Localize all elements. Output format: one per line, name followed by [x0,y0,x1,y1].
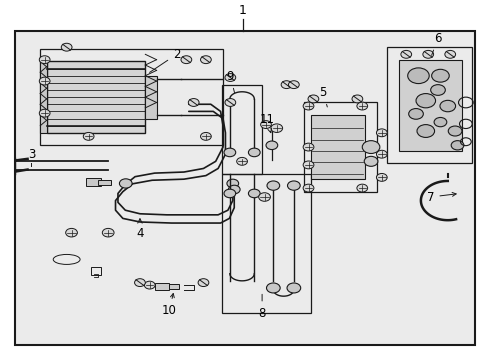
Circle shape [266,141,278,149]
Circle shape [303,161,314,169]
Circle shape [303,184,314,192]
Circle shape [432,69,449,82]
Circle shape [267,283,280,293]
Circle shape [431,85,445,95]
Bar [155,283,169,290]
Text: 6: 6 [432,32,442,55]
Circle shape [39,56,50,64]
Circle shape [39,77,50,85]
Bar [86,178,101,186]
Circle shape [227,179,239,188]
Bar [47,62,145,133]
Circle shape [224,189,236,198]
Bar [311,115,365,179]
Circle shape [417,125,435,138]
Text: 7: 7 [427,190,456,203]
Circle shape [451,141,464,150]
Text: 5: 5 [319,86,327,107]
Text: 3: 3 [28,148,35,161]
Bar [145,76,157,118]
Circle shape [357,102,368,110]
Circle shape [287,283,301,293]
Circle shape [364,156,378,166]
Circle shape [376,129,387,137]
Circle shape [83,132,94,140]
Circle shape [120,179,132,188]
Circle shape [135,279,146,287]
Bar [169,284,179,289]
Circle shape [423,50,434,58]
Circle shape [102,228,114,237]
Circle shape [271,124,283,132]
Circle shape [66,228,77,237]
Bar [98,180,111,185]
Bar [222,174,311,313]
Circle shape [200,56,211,64]
Bar [15,31,475,345]
Circle shape [248,148,260,157]
Circle shape [401,50,412,58]
Circle shape [376,174,387,181]
Circle shape [434,117,447,127]
Circle shape [225,73,236,81]
Circle shape [225,99,236,107]
Circle shape [188,99,199,107]
Circle shape [198,279,209,287]
Circle shape [408,68,429,84]
Bar [40,49,223,145]
Circle shape [200,132,211,140]
Circle shape [181,56,192,64]
Circle shape [409,109,423,119]
Circle shape [237,157,247,165]
Text: 9: 9 [226,70,235,93]
Circle shape [303,143,314,151]
Circle shape [288,181,300,190]
Circle shape [362,141,380,153]
Circle shape [248,189,260,198]
Circle shape [289,81,299,89]
Circle shape [261,121,271,129]
Circle shape [308,95,319,103]
Text: 2: 2 [149,48,180,72]
Circle shape [445,50,456,58]
Circle shape [303,102,314,110]
Bar [399,60,463,150]
Bar [222,85,262,174]
Bar [304,103,377,192]
Text: 10: 10 [162,293,177,317]
Text: 8: 8 [258,294,266,320]
Circle shape [416,94,436,108]
Text: 4: 4 [136,219,144,240]
Circle shape [224,148,236,157]
Circle shape [145,281,155,289]
Bar [91,267,101,275]
Circle shape [448,126,462,136]
Text: 1: 1 [239,4,246,17]
Circle shape [61,43,72,51]
Text: 11: 11 [260,113,274,132]
Circle shape [259,193,270,201]
Bar [387,47,472,163]
Circle shape [357,184,368,192]
Circle shape [39,109,50,117]
Circle shape [267,181,280,190]
Circle shape [281,81,292,89]
Circle shape [352,95,363,103]
Circle shape [228,185,240,194]
Circle shape [376,150,387,158]
Circle shape [440,100,456,112]
Bar [15,31,475,345]
Bar [40,62,47,133]
